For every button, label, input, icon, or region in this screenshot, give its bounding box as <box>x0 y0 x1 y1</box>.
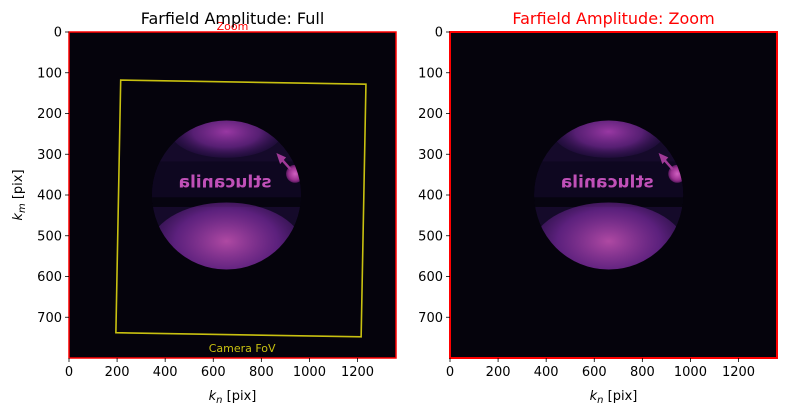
y-tick-label: 400 <box>418 189 443 204</box>
spot-bottom-band <box>534 202 684 270</box>
zoom-label: Zoom <box>217 20 249 33</box>
x-tick-label: 800 <box>249 365 274 380</box>
x-tick-label: 800 <box>630 365 655 380</box>
chart-title: Farfield Amplitude: Full <box>141 9 325 28</box>
y-tick-label: 0 <box>435 26 443 41</box>
spot-arrow-head <box>276 152 287 165</box>
x-tick-label: 0 <box>65 365 73 380</box>
spot-arrow-head <box>658 152 669 165</box>
y-tick-label: 600 <box>37 270 62 285</box>
camera-fov-label: Camera FoV <box>209 342 276 355</box>
x-tick-label: 200 <box>486 365 511 380</box>
y-tick-label: 400 <box>37 189 62 204</box>
x-tick-label: 200 <box>105 365 130 380</box>
y-tick-label: 300 <box>37 148 62 163</box>
y-tick-label: 200 <box>37 107 62 122</box>
x-axis-label: kn [pix] <box>590 389 638 406</box>
x-tick-label: 600 <box>582 365 607 380</box>
y-tick-label: 500 <box>37 229 62 244</box>
farfield-spot: stlucanila <box>534 120 684 270</box>
x-tick-label: 600 <box>201 365 226 380</box>
spot-text: stlucanila <box>179 173 272 193</box>
y-tick-label: 700 <box>418 311 443 326</box>
y-tick-label: 200 <box>418 107 443 122</box>
x-tick-label: 1000 <box>674 365 707 380</box>
spot-bottom-band <box>151 202 302 270</box>
x-axis-label: kn [pix] <box>209 389 257 406</box>
y-tick-label: 600 <box>418 270 443 285</box>
spot-text: stlucanila <box>561 173 654 193</box>
y-tick-label: 300 <box>418 148 443 163</box>
x-tick-label: 1200 <box>341 365 374 380</box>
camera-fov-box <box>115 79 367 338</box>
spot-black-stripe <box>151 197 302 207</box>
y-tick-label: 0 <box>54 26 62 41</box>
chart-title: Farfield Amplitude: Zoom <box>512 9 714 28</box>
y-tick-label: 500 <box>418 229 443 244</box>
panel-2: stlucanila 0 200 400 600 800 1000 1200 0 100 200 30… <box>418 9 778 406</box>
x-tick-label: 0 <box>446 365 454 380</box>
y-tick-label: 700 <box>37 311 62 326</box>
x-tick-label: 400 <box>534 365 559 380</box>
y-axis-label: km [pix] <box>11 169 28 220</box>
x-tick-label: 1200 <box>722 365 755 380</box>
panel-1: stlucanila Zoom Camera FoV 0 200 400 600 800 100… <box>11 9 397 406</box>
y-tick-label: 100 <box>37 66 62 81</box>
x-tick-label: 1000 <box>293 365 326 380</box>
spot-dark-stripe <box>151 161 302 198</box>
spot-top-band <box>552 120 665 158</box>
x-tick-label: 400 <box>153 365 178 380</box>
spot-dark-stripe <box>534 161 684 198</box>
spot-top-band <box>170 120 283 158</box>
y-tick-label: 100 <box>418 66 443 81</box>
spot-black-stripe <box>534 197 684 207</box>
